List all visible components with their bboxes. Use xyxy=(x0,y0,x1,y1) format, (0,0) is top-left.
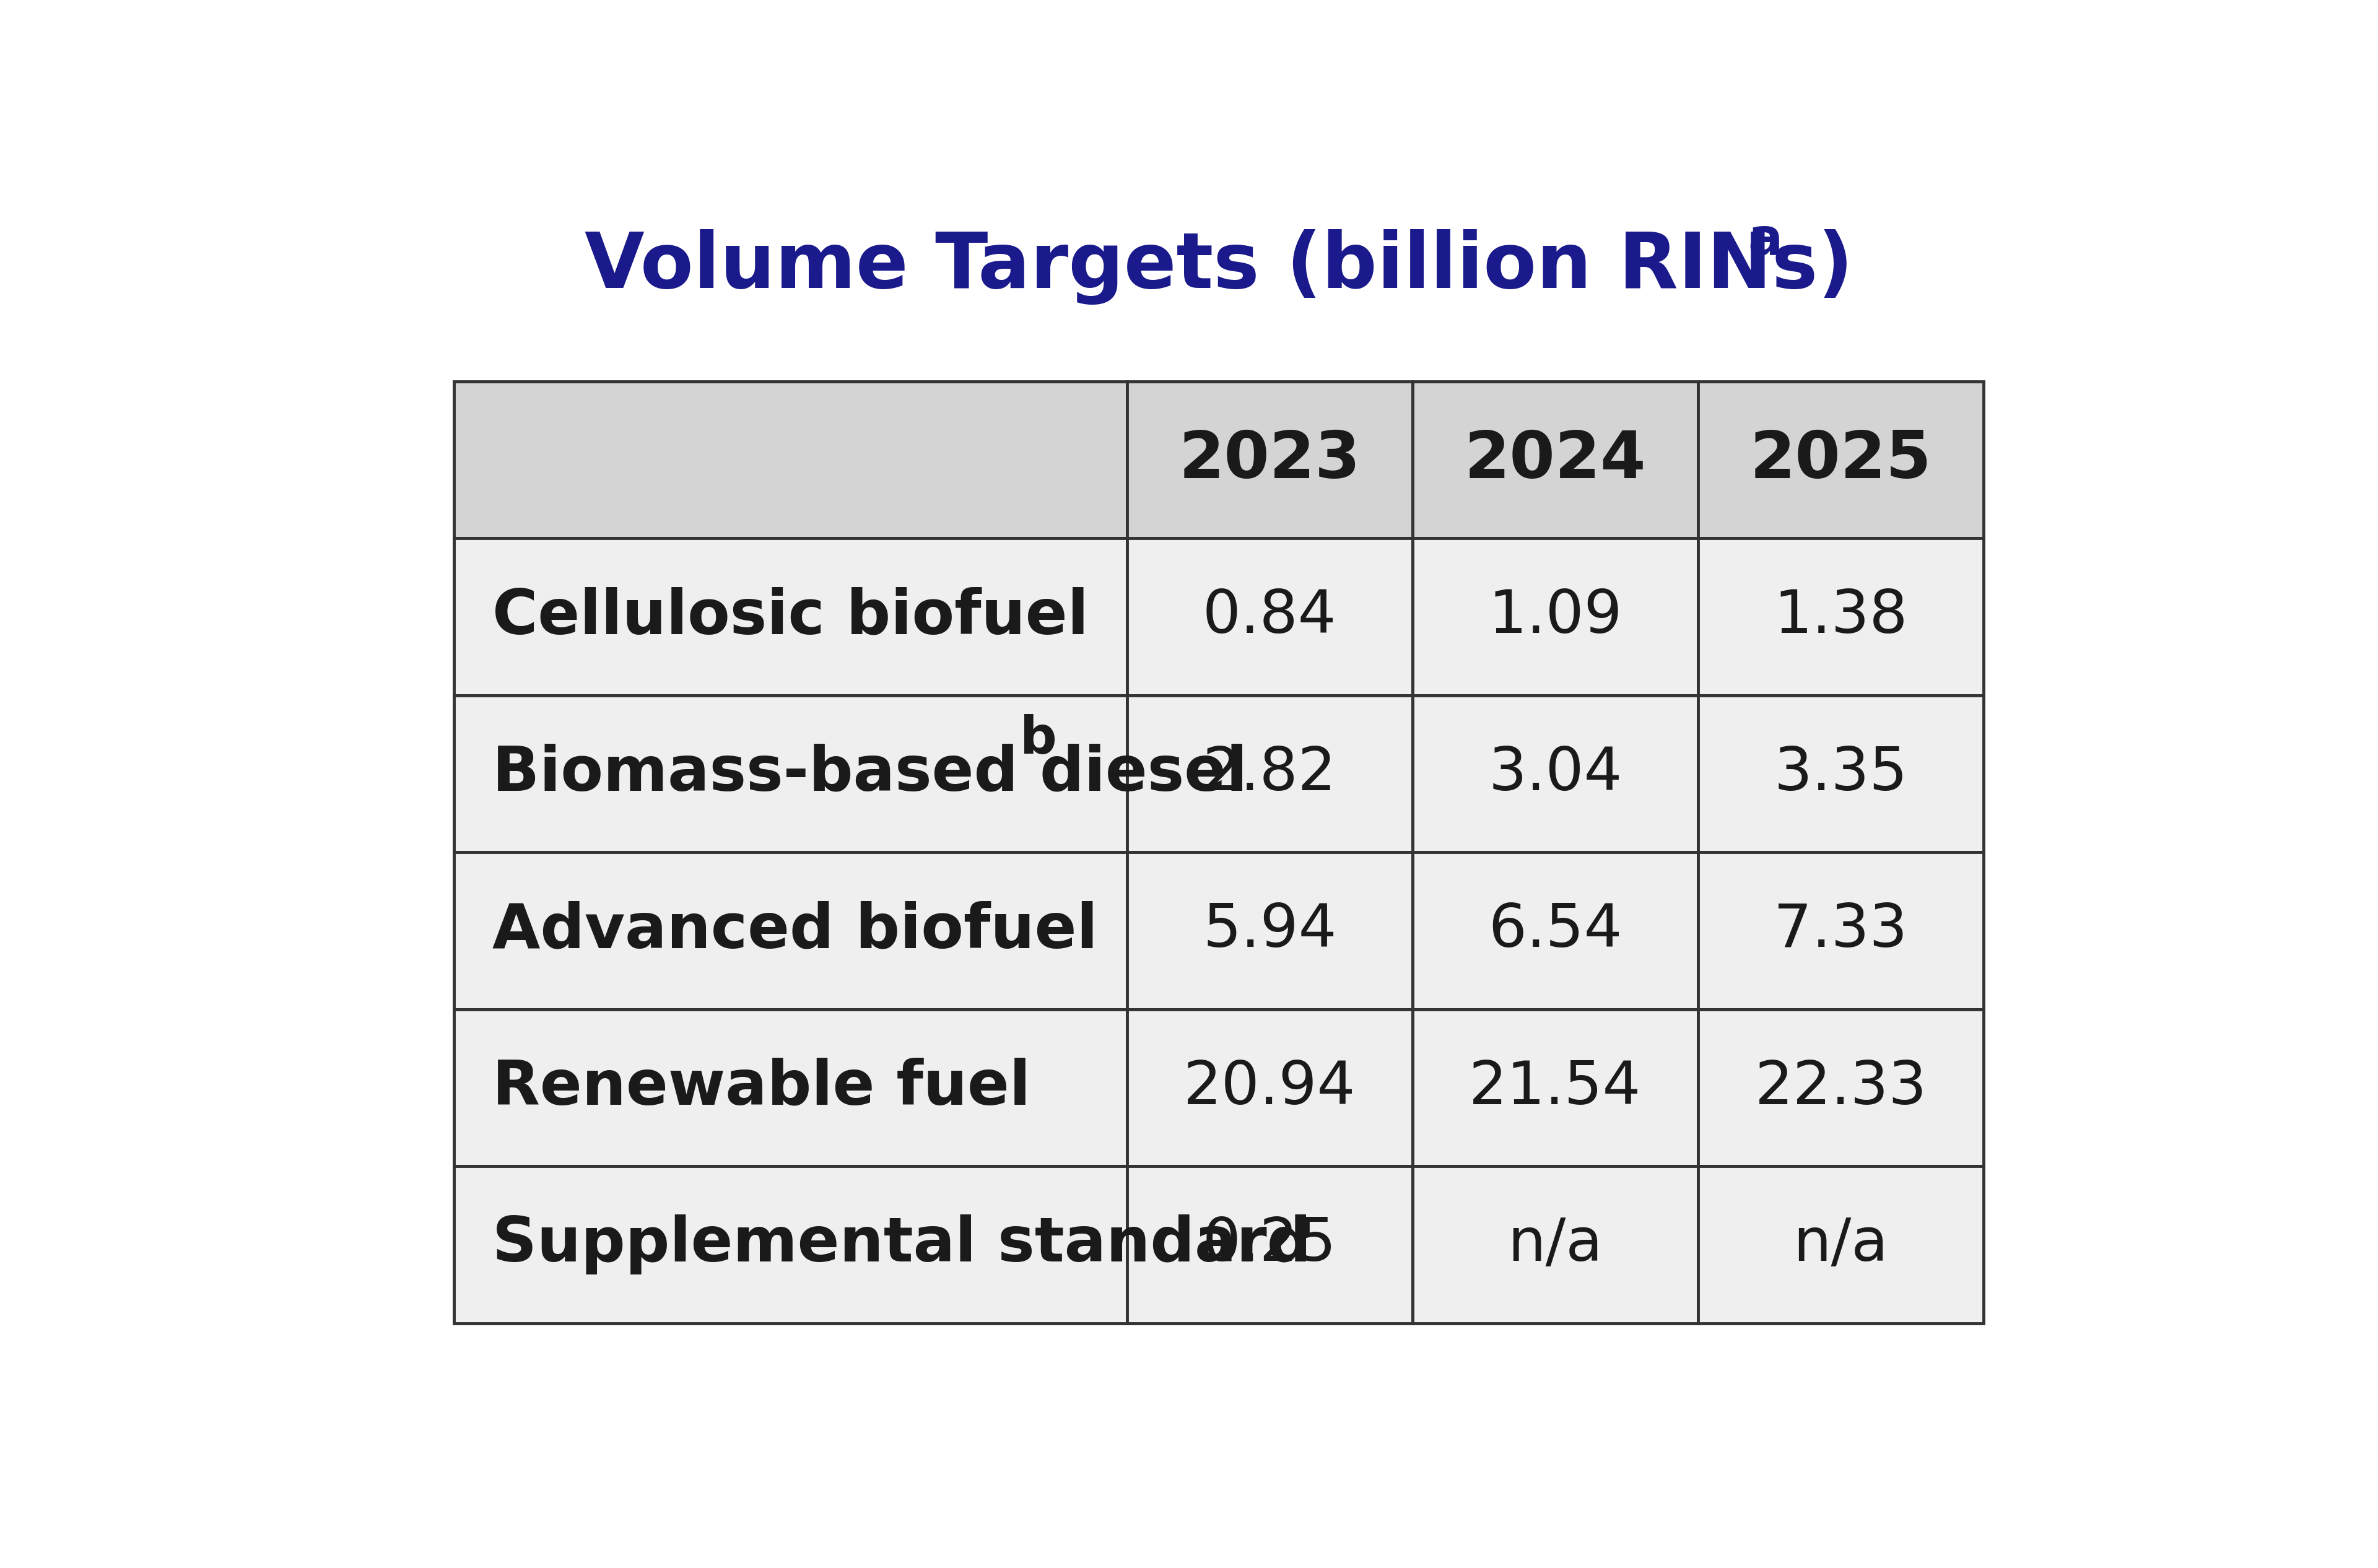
Bar xyxy=(1698,538,1983,695)
Text: 3.04: 3.04 xyxy=(1489,745,1622,803)
Text: 20.94: 20.94 xyxy=(1184,1058,1355,1116)
Text: 3.35: 3.35 xyxy=(1774,745,1907,803)
Text: 1.09: 1.09 xyxy=(1489,588,1622,646)
Bar xyxy=(454,853,1127,1010)
Bar xyxy=(1413,1167,1698,1323)
Bar xyxy=(1127,695,1413,851)
Text: 0.84: 0.84 xyxy=(1203,588,1336,646)
Bar xyxy=(1413,1010,1698,1167)
Text: n/a: n/a xyxy=(1508,1215,1603,1273)
Bar xyxy=(1127,1167,1413,1323)
Bar xyxy=(1127,1010,1413,1167)
Text: Cellulosic biofuel: Cellulosic biofuel xyxy=(492,586,1089,648)
Text: 2.82: 2.82 xyxy=(1203,745,1336,803)
Bar xyxy=(1127,381,1413,538)
Text: 2024: 2024 xyxy=(1465,428,1646,491)
Bar xyxy=(1413,538,1698,695)
Bar xyxy=(1698,695,1983,851)
Bar xyxy=(1698,1010,1983,1167)
Text: a: a xyxy=(1748,215,1784,265)
Bar xyxy=(1413,381,1698,538)
Text: 2023: 2023 xyxy=(1179,428,1360,491)
Text: 5.94: 5.94 xyxy=(1203,902,1336,960)
Text: 1.38: 1.38 xyxy=(1774,588,1907,646)
Bar xyxy=(1413,695,1698,851)
Text: Supplemental standard: Supplemental standard xyxy=(492,1215,1310,1275)
Text: 22.33: 22.33 xyxy=(1755,1058,1926,1116)
Bar xyxy=(1127,853,1413,1010)
Text: 2025: 2025 xyxy=(1750,428,1931,491)
Bar xyxy=(1413,853,1698,1010)
Text: Renewable fuel: Renewable fuel xyxy=(492,1057,1030,1118)
Bar xyxy=(454,1010,1127,1167)
Text: b: b xyxy=(1020,713,1058,764)
Bar xyxy=(1698,853,1983,1010)
Bar xyxy=(454,1167,1127,1323)
Text: n/a: n/a xyxy=(1793,1215,1888,1273)
Text: Advanced biofuel: Advanced biofuel xyxy=(492,900,1099,961)
Text: Volume Targets (billion RINs): Volume Targets (billion RINs) xyxy=(585,229,1852,304)
Bar xyxy=(1698,1167,1983,1323)
Text: 0.25: 0.25 xyxy=(1203,1215,1336,1273)
Text: Biomass-based diesel: Biomass-based diesel xyxy=(492,743,1248,804)
Bar xyxy=(1127,538,1413,695)
Bar xyxy=(1698,381,1983,538)
Text: 21.54: 21.54 xyxy=(1470,1058,1641,1116)
Bar xyxy=(454,538,1127,695)
Bar xyxy=(454,381,1127,538)
Text: 7.33: 7.33 xyxy=(1774,902,1907,960)
Bar xyxy=(454,695,1127,851)
Text: 6.54: 6.54 xyxy=(1489,902,1622,960)
